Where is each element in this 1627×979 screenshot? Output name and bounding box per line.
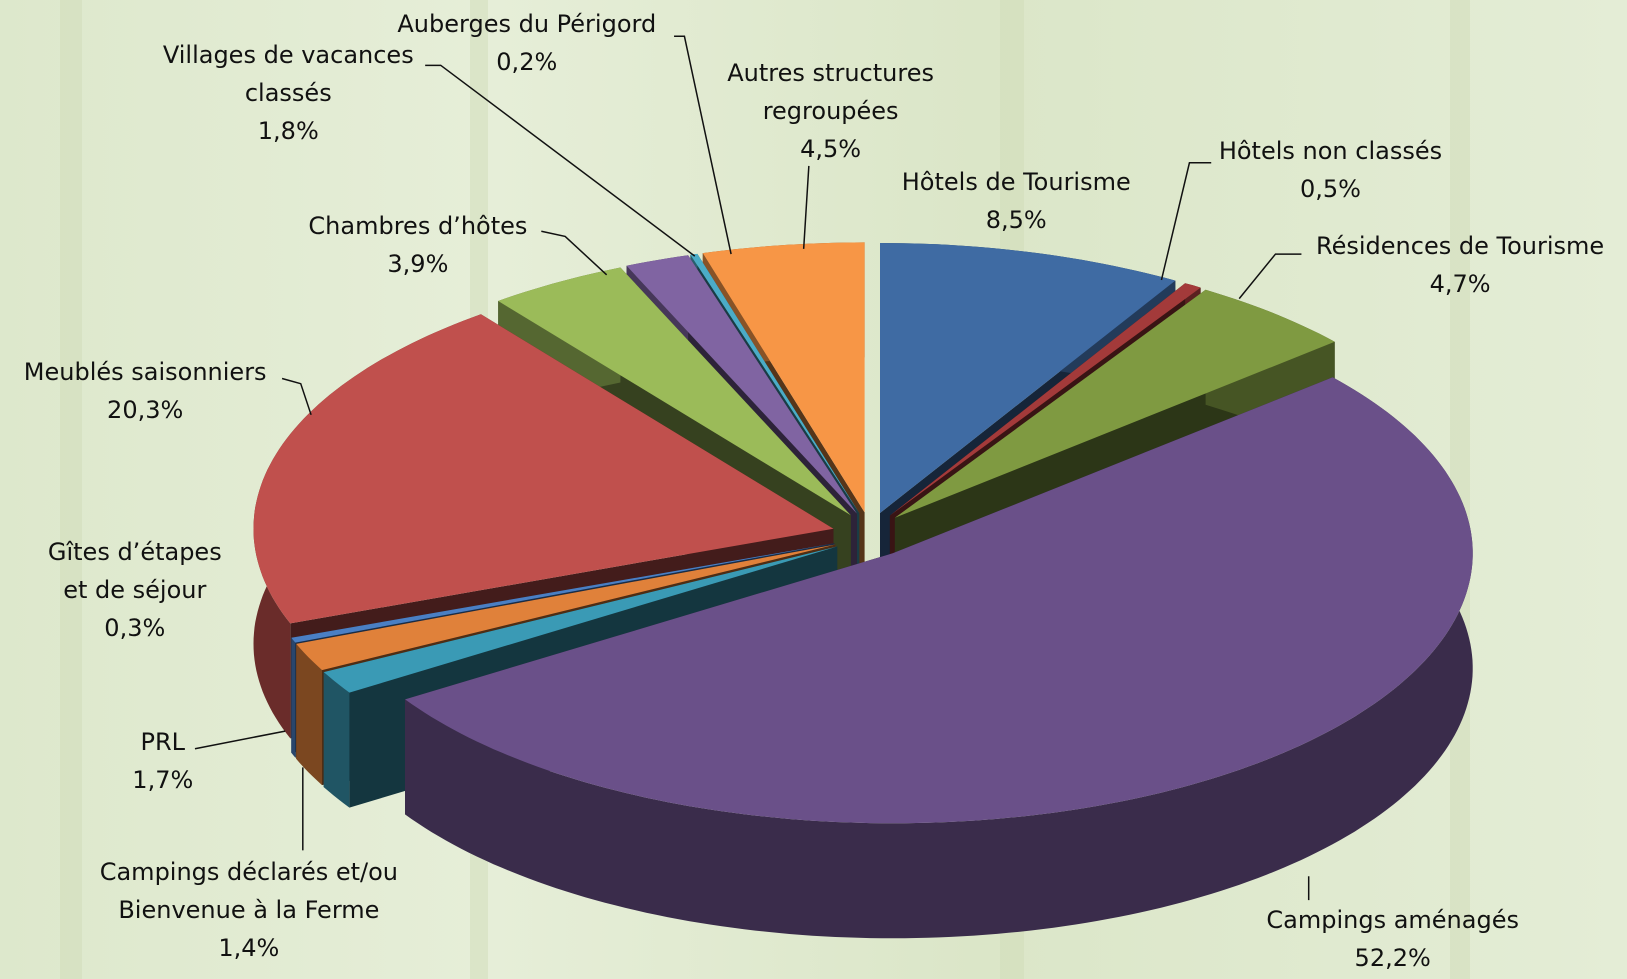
value-label: 4,7%: [1429, 270, 1491, 299]
category-name: Chambres d’hôtes: [308, 212, 528, 241]
value-label: 0,3%: [104, 614, 166, 643]
slice-label: Meublés saisonniers 20,3%: [24, 353, 267, 429]
slice: [889, 283, 1201, 516]
category-name: Gîtes d’étapes et de séjour: [47, 538, 222, 605]
leader-line: [802, 165, 810, 249]
leader-line: [1160, 162, 1212, 281]
slice-label: Villages de vacances classés 1,8%: [143, 36, 433, 150]
value-label: 52,2%: [1354, 944, 1431, 973]
slice-label: Hôtels de Tourisme 8,5%: [902, 163, 1131, 239]
category-name: Meublés saisonniers: [23, 357, 267, 386]
slice: [296, 544, 836, 671]
value-label: 4,5%: [800, 134, 862, 163]
leader-line: [194, 730, 286, 750]
slice-label: PRL 1,7%: [132, 723, 193, 799]
slice-label: Campings aménagés 52,2%: [1266, 901, 1519, 977]
slice-label: Autres structures regroupées 4,5%: [706, 54, 956, 168]
slice: [880, 243, 1176, 513]
value-label: 1,4%: [218, 934, 280, 963]
category-name: Autres structures regroupées: [727, 58, 934, 125]
leader-line: [541, 230, 608, 276]
slice: [702, 242, 865, 513]
pie: [253, 242, 1473, 939]
category-name: Villages de vacances classés: [162, 41, 414, 108]
slice: [291, 543, 835, 643]
slice-label: Campings déclarés et/ou Bienvenue à la F…: [84, 853, 414, 967]
slice: [626, 255, 857, 514]
slice: [690, 253, 860, 514]
value-label: 1,8%: [257, 117, 319, 146]
slice: [498, 267, 851, 516]
leader-line: [425, 64, 696, 257]
category-name: Campings aménagés: [1266, 906, 1519, 935]
category-name: Hôtels non classés: [1218, 136, 1443, 165]
value-label: 1,7%: [132, 765, 194, 794]
leaders: [194, 35, 1310, 901]
leader-line: [281, 377, 312, 416]
value-label: 0,5%: [1299, 174, 1361, 203]
slice-label: Hôtels non classés 0,5%: [1219, 132, 1442, 208]
slice-side: [296, 643, 322, 786]
category-name: Auberges du Périgord: [397, 10, 657, 39]
value-label: 20,3%: [107, 395, 184, 424]
slice-label: Gîtes d’étapes et de séjour 0,3%: [35, 533, 235, 647]
value-label: 8,5%: [985, 205, 1047, 234]
category-name: Résidences de Tourisme: [1316, 232, 1605, 261]
slice: [323, 546, 838, 693]
leader-line: [1238, 253, 1302, 300]
value-label: 3,9%: [387, 250, 449, 279]
slice: [253, 314, 834, 624]
value-label: 0,2%: [496, 48, 558, 77]
slice-label: Chambres d’hôtes 3,9%: [308, 207, 527, 283]
slice-side: [405, 377, 1473, 939]
slice: [894, 289, 1335, 518]
category-name: Hôtels de Tourisme: [901, 167, 1131, 196]
slice-label: Auberges du Périgord 0,2%: [397, 5, 656, 81]
slice: [405, 377, 1473, 824]
category-name: PRL: [140, 727, 186, 756]
slice-label: Résidences de Tourisme 4,7%: [1316, 227, 1604, 303]
slice-side: [323, 672, 350, 808]
leader-line: [674, 35, 732, 255]
slice-side: [291, 637, 296, 758]
category-name: Campings déclarés et/ou Bienvenue à la F…: [99, 858, 399, 925]
